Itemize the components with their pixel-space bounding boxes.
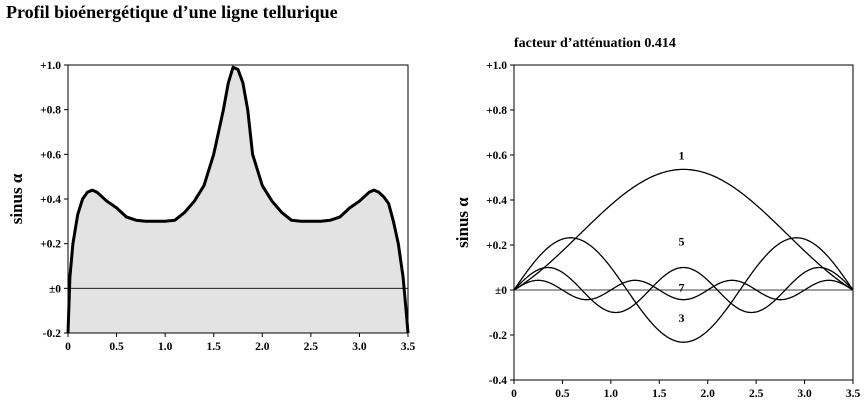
chart2-y-tick-label: -0.2	[489, 330, 507, 342]
chart1-x-tick-label: 0.5	[109, 341, 124, 353]
chart1-x-tick-label: 3.5	[401, 341, 416, 353]
chart2-x-tick-label: 2.5	[749, 388, 764, 400]
chart1-y-axis-label: sinus α	[7, 173, 26, 224]
chart2-y-axis-label: sinus α	[453, 197, 472, 248]
chart1-y-tick-label: ±0	[49, 283, 61, 295]
chart2-y-tick-label: +1.0	[486, 60, 507, 72]
chart2-x-tick-label: 0.5	[555, 388, 570, 400]
chart2-y-tick-label: +0.4	[486, 195, 507, 207]
chart1-y-tick-label: +1.0	[40, 60, 61, 72]
chart1-area-fill	[68, 67, 408, 333]
chart1-x-tick-label: 3.0	[352, 341, 367, 353]
chart2-series-label-7: 7	[679, 281, 685, 295]
chart2-series-3	[513, 237, 854, 343]
chart2-y-tick-label: +0.8	[486, 105, 507, 117]
chart1-x-tick-label: 2.5	[304, 341, 319, 353]
chart2-x-tick-label: 0	[511, 388, 517, 400]
chart2-y-tick-label: +0.2	[486, 240, 507, 252]
chart2-series-label-1: 1	[679, 148, 685, 162]
chart1-series-line	[66, 65, 410, 334]
chart1-y-tick-label: +0.4	[40, 194, 61, 206]
chart1-x-tick-label: 1.0	[158, 341, 173, 353]
chart1-y-tick-label: +0.8	[40, 105, 61, 117]
chart2-frame	[513, 64, 854, 381]
chart1-y-tick-label: +0.2	[40, 239, 61, 251]
chart1-x-tick-label: 2.0	[255, 341, 270, 353]
chart2-series-label-5: 5	[679, 235, 685, 249]
chart1-x-tick-label: 0	[65, 341, 71, 353]
chart2-x-tick-label: 1.5	[652, 388, 667, 400]
chart2-y-tick-label: ±0	[495, 285, 507, 297]
chart1-y-tick-label: -0.2	[43, 328, 61, 340]
chart2-series-7	[513, 279, 854, 301]
chart2-series-1	[513, 168, 854, 291]
page-title: Profil bioénergétique d’une ligne tellur…	[6, 2, 338, 22]
chart1-x-tick-label: 1.5	[207, 341, 222, 353]
chart2-subtitle: facteur d’atténuation 0.414	[514, 36, 676, 51]
chart1-y-tick-label: +0.6	[40, 149, 61, 161]
chart2-y-tick-label: +0.6	[486, 150, 507, 162]
chart2-y-tick-label: -0.4	[489, 375, 507, 387]
chart2-x-tick-label: 3.5	[846, 388, 861, 400]
chart2-x-tick-label: 3.0	[797, 388, 812, 400]
chart2-x-tick-label: 2.0	[701, 388, 716, 400]
chart2-x-tick-label: 1.0	[604, 388, 619, 400]
chart2-series-label-3: 3	[679, 311, 685, 325]
chart2-series-5	[513, 266, 854, 314]
